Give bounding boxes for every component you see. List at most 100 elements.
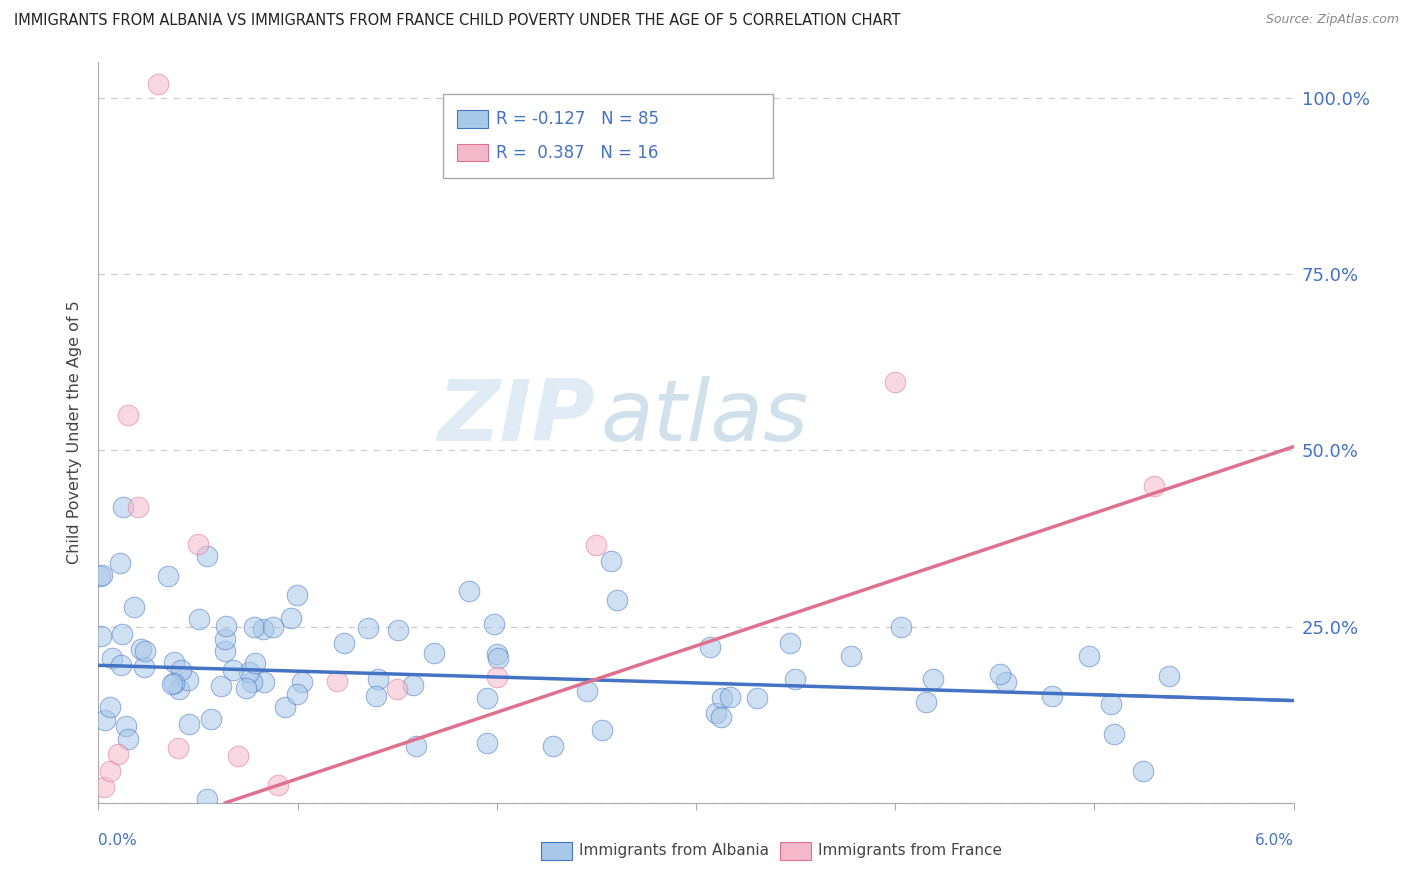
- Point: [486, 651, 509, 665]
- Point: [745, 690, 768, 705]
- Point: [195, 549, 218, 563]
- Point: [1099, 698, 1122, 712]
- Point: [475, 736, 498, 750]
- Point: [215, 619, 238, 633]
- Point: [402, 678, 425, 692]
- Point: [591, 723, 613, 738]
- Point: [285, 588, 308, 602]
- Point: [235, 681, 257, 695]
- Point: [600, 554, 623, 568]
- Point: [238, 665, 260, 679]
- Point: [134, 644, 156, 658]
- Point: [148, 77, 170, 91]
- Point: [704, 706, 727, 720]
- Point: [475, 690, 498, 705]
- Point: [699, 640, 721, 654]
- Point: [214, 643, 236, 657]
- Point: [1104, 727, 1126, 741]
- Text: R =  0.387   N = 16: R = 0.387 N = 16: [496, 144, 658, 161]
- Point: [541, 739, 564, 753]
- Point: [385, 682, 409, 697]
- Point: [364, 689, 387, 703]
- Point: [988, 667, 1011, 681]
- Text: 0.0%: 0.0%: [98, 833, 138, 848]
- Point: [252, 675, 274, 690]
- Point: [107, 747, 129, 761]
- Point: [422, 647, 444, 661]
- Point: [243, 620, 266, 634]
- Point: [718, 690, 741, 704]
- Point: [710, 691, 733, 706]
- Point: [170, 663, 193, 677]
- Point: [1157, 669, 1180, 683]
- Point: [163, 656, 186, 670]
- Point: [367, 672, 389, 686]
- Point: [110, 657, 132, 672]
- Point: [252, 622, 274, 636]
- Point: [214, 632, 236, 647]
- Text: ZIP: ZIP: [437, 376, 595, 459]
- Point: [274, 699, 297, 714]
- Point: [267, 778, 290, 792]
- Point: [163, 675, 186, 690]
- Point: [915, 695, 938, 709]
- Point: [127, 500, 149, 514]
- Point: [98, 764, 122, 778]
- Text: Immigrants from France: Immigrants from France: [818, 844, 1002, 858]
- Point: [995, 675, 1018, 690]
- Point: [280, 611, 302, 625]
- Point: [575, 684, 598, 698]
- Point: [783, 672, 806, 686]
- Point: [156, 568, 179, 582]
- Point: [222, 663, 245, 677]
- Point: [585, 538, 607, 552]
- Point: [243, 657, 266, 671]
- Text: IMMIGRANTS FROM ALBANIA VS IMMIGRANTS FROM FRANCE CHILD POVERTY UNDER THE AGE OF: IMMIGRANTS FROM ALBANIA VS IMMIGRANTS FR…: [14, 13, 901, 29]
- Point: [122, 599, 145, 614]
- Point: [160, 676, 183, 690]
- Point: [110, 556, 132, 570]
- Point: [195, 792, 218, 806]
- Point: [187, 612, 209, 626]
- Text: atlas: atlas: [600, 376, 808, 459]
- Point: [482, 617, 505, 632]
- Text: 6.0%: 6.0%: [1254, 833, 1294, 848]
- Y-axis label: Child Poverty Under the Age of 5: Child Poverty Under the Age of 5: [67, 301, 83, 565]
- Point: [117, 408, 139, 422]
- Text: Source: ZipAtlas.com: Source: ZipAtlas.com: [1265, 13, 1399, 27]
- Point: [357, 621, 380, 635]
- Point: [1078, 649, 1101, 664]
- Point: [226, 749, 249, 764]
- Point: [94, 713, 117, 727]
- Point: [884, 375, 907, 389]
- Point: [111, 626, 134, 640]
- Point: [285, 687, 308, 701]
- Point: [405, 739, 427, 753]
- Point: [101, 651, 124, 665]
- Point: [114, 718, 136, 732]
- Point: [1040, 689, 1063, 703]
- Point: [89, 568, 111, 582]
- Point: [326, 673, 349, 688]
- Point: [458, 584, 481, 599]
- Text: R = -0.127   N = 85: R = -0.127 N = 85: [496, 110, 659, 128]
- Point: [486, 647, 509, 661]
- Point: [710, 710, 733, 724]
- Point: [167, 741, 190, 756]
- Point: [1132, 764, 1154, 778]
- Point: [1143, 479, 1166, 493]
- Point: [90, 629, 112, 643]
- Point: [387, 623, 409, 637]
- Point: [200, 712, 222, 726]
- Point: [779, 636, 801, 650]
- Point: [841, 648, 863, 663]
- Point: [187, 537, 209, 551]
- Point: [485, 670, 508, 684]
- Point: [333, 636, 356, 650]
- Point: [177, 673, 200, 687]
- Point: [93, 780, 115, 794]
- Point: [240, 674, 263, 689]
- Point: [90, 567, 112, 582]
- Point: [100, 699, 122, 714]
- Point: [111, 500, 134, 514]
